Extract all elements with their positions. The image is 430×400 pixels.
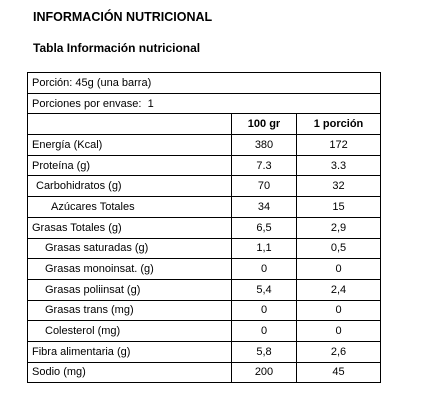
nutrient-row: Azúcares Totales 34 15 <box>27 196 382 218</box>
table-body: Porción: 45g (una barra) Porciones por e… <box>26 72 382 384</box>
nutrition-table: Porción: 45g (una barra) Porciones por e… <box>26 72 382 384</box>
nutrient-value: 0,5 <box>295 237 382 260</box>
nutrient-value: 380 <box>231 134 297 156</box>
nutrient-row: Proteína (g) 7.3 3.3 <box>27 154 382 177</box>
nutrient-value: 0 <box>231 320 297 342</box>
nutrient-value: 0 <box>295 320 382 342</box>
column-header: 100 gr <box>231 113 297 136</box>
subtitle: Tabla Información nutricional <box>33 41 201 55</box>
nutrient-row: Sodio (mg) 200 45 <box>27 361 382 384</box>
nutrient-row: Grasas saturadas (g) 1,1 0,5 <box>27 237 382 260</box>
nutrient-value: 45 <box>295 361 382 384</box>
nutrient-value: 15 <box>295 196 382 218</box>
nutrient-value: 32 <box>295 175 382 198</box>
nutrient-name: Grasas poliinsat (g) <box>27 278 232 301</box>
nutrient-row: Grasas monoinsat. (g) 0 0 <box>27 258 382 280</box>
nutrient-value: 5,8 <box>231 340 297 363</box>
nutrient-row: Grasas Totales (g) 6,5 2,9 <box>27 216 382 239</box>
nutrient-value: 0 <box>295 258 382 280</box>
nutrient-value: 6,5 <box>231 216 297 239</box>
column-header: 1 porción <box>295 113 382 136</box>
nutrient-value: 2,4 <box>295 278 382 301</box>
nutrient-value: 1,1 <box>231 237 297 260</box>
nutrient-value: 34 <box>231 196 297 218</box>
nutrient-value: 7.3 <box>231 154 297 177</box>
nutrient-value: 3.3 <box>295 154 382 177</box>
header-row: 100 gr 1 porción <box>27 113 382 136</box>
header-cell <box>27 113 232 136</box>
nutrient-value: 5,4 <box>231 278 297 301</box>
serving-row: Porciones por envase: 1 <box>26 92 382 115</box>
nutrient-row: Fibra alimentaria (g) 5,8 2,6 <box>27 340 382 363</box>
title: INFORMACIÓN NUTRICIONAL <box>33 10 213 24</box>
nutrient-row: Grasas trans (mg) 0 0 <box>27 299 382 322</box>
nutrient-name: Proteína (g) <box>27 154 232 177</box>
nutrient-value: 0 <box>231 299 297 322</box>
nutrient-value: 200 <box>231 361 297 384</box>
nutrient-row: Carbohidratos (g) 70 32 <box>27 175 382 198</box>
nutrient-value: 2,6 <box>295 340 382 363</box>
nutrient-name: Sodio (mg) <box>27 361 232 384</box>
nutrient-value: 70 <box>231 175 297 198</box>
nutrient-row: Colesterol (mg) 0 0 <box>27 320 382 342</box>
nutrient-name: Grasas trans (mg) <box>27 299 232 322</box>
serving: Porción: 45g (una barra) <box>26 72 382 94</box>
nutrient-name: Grasas monoinsat. (g) <box>27 258 232 280</box>
nutrient-name: Colesterol (mg) <box>27 320 232 342</box>
nutrient-name: Azúcares Totales <box>27 196 232 218</box>
nutrient-value: 0 <box>295 299 382 322</box>
serving-row: Porción: 45g (una barra) <box>26 72 382 94</box>
nutrient-name: Grasas saturadas (g) <box>27 237 232 260</box>
nutrient-name: Carbohidratos (g) <box>27 175 232 198</box>
nutrient-value: 172 <box>295 134 382 156</box>
nutrient-value: 2,9 <box>295 216 382 239</box>
serving: Porciones por envase: 1 <box>26 92 382 115</box>
nutrient-name: Fibra alimentaria (g) <box>27 340 232 363</box>
nutrient-value: 0 <box>231 258 297 280</box>
nutrient-name: Energía (Kcal) <box>27 134 232 156</box>
nutrient-row: Energía (Kcal) 380 172 <box>27 134 382 156</box>
nutrient-row: Grasas poliinsat (g) 5,4 2,4 <box>27 278 382 301</box>
nutrient-name: Grasas Totales (g) <box>27 216 232 239</box>
